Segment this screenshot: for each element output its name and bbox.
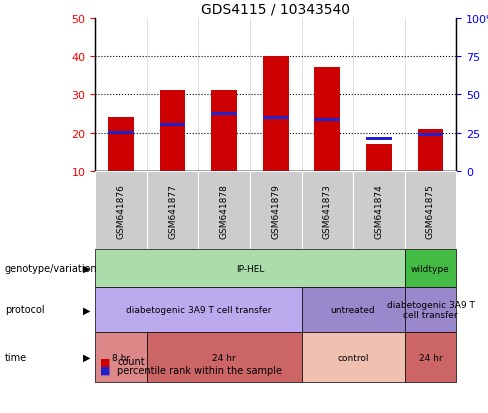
Text: ▶: ▶ <box>83 305 90 315</box>
Text: count: count <box>117 356 145 366</box>
Text: diabetogenic 3A9 T cell transfer: diabetogenic 3A9 T cell transfer <box>125 305 271 314</box>
Bar <box>314 118 340 121</box>
Text: ▶: ▶ <box>83 352 90 362</box>
Bar <box>160 124 185 127</box>
Text: time: time <box>5 352 27 362</box>
Text: GSM641874: GSM641874 <box>374 183 384 238</box>
Bar <box>366 145 392 171</box>
Bar <box>108 132 134 135</box>
Text: ■: ■ <box>100 365 111 375</box>
Bar <box>418 133 444 137</box>
Text: protocol: protocol <box>5 305 44 315</box>
Bar <box>263 57 288 171</box>
Text: GSM641876: GSM641876 <box>117 183 125 238</box>
Text: percentile rank within the sample: percentile rank within the sample <box>117 365 282 375</box>
Bar <box>211 91 237 171</box>
Text: genotype/variation: genotype/variation <box>5 263 98 273</box>
Text: GSM641873: GSM641873 <box>323 183 332 238</box>
Text: IP-HEL: IP-HEL <box>236 264 264 273</box>
Text: diabetogenic 3A9 T
cell transfer: diabetogenic 3A9 T cell transfer <box>386 300 474 319</box>
Text: ■: ■ <box>100 356 111 366</box>
Text: GSM641878: GSM641878 <box>220 183 229 238</box>
Bar <box>263 116 288 119</box>
Text: control: control <box>337 353 369 362</box>
Text: GSM641877: GSM641877 <box>168 183 177 238</box>
Bar <box>211 113 237 116</box>
Bar <box>108 118 134 171</box>
Bar <box>418 129 444 171</box>
Text: 24 hr: 24 hr <box>419 353 442 362</box>
Text: GSM641879: GSM641879 <box>271 183 280 238</box>
Text: wildtype: wildtype <box>411 264 450 273</box>
Text: untreated: untreated <box>331 305 375 314</box>
Bar <box>366 138 392 140</box>
Text: 8 hr: 8 hr <box>112 353 130 362</box>
Bar <box>314 68 340 171</box>
Text: GSM641875: GSM641875 <box>426 183 435 238</box>
Title: GDS4115 / 10343540: GDS4115 / 10343540 <box>201 2 350 16</box>
Bar <box>160 91 185 171</box>
Text: 24 hr: 24 hr <box>212 353 236 362</box>
Text: ▶: ▶ <box>83 263 90 273</box>
